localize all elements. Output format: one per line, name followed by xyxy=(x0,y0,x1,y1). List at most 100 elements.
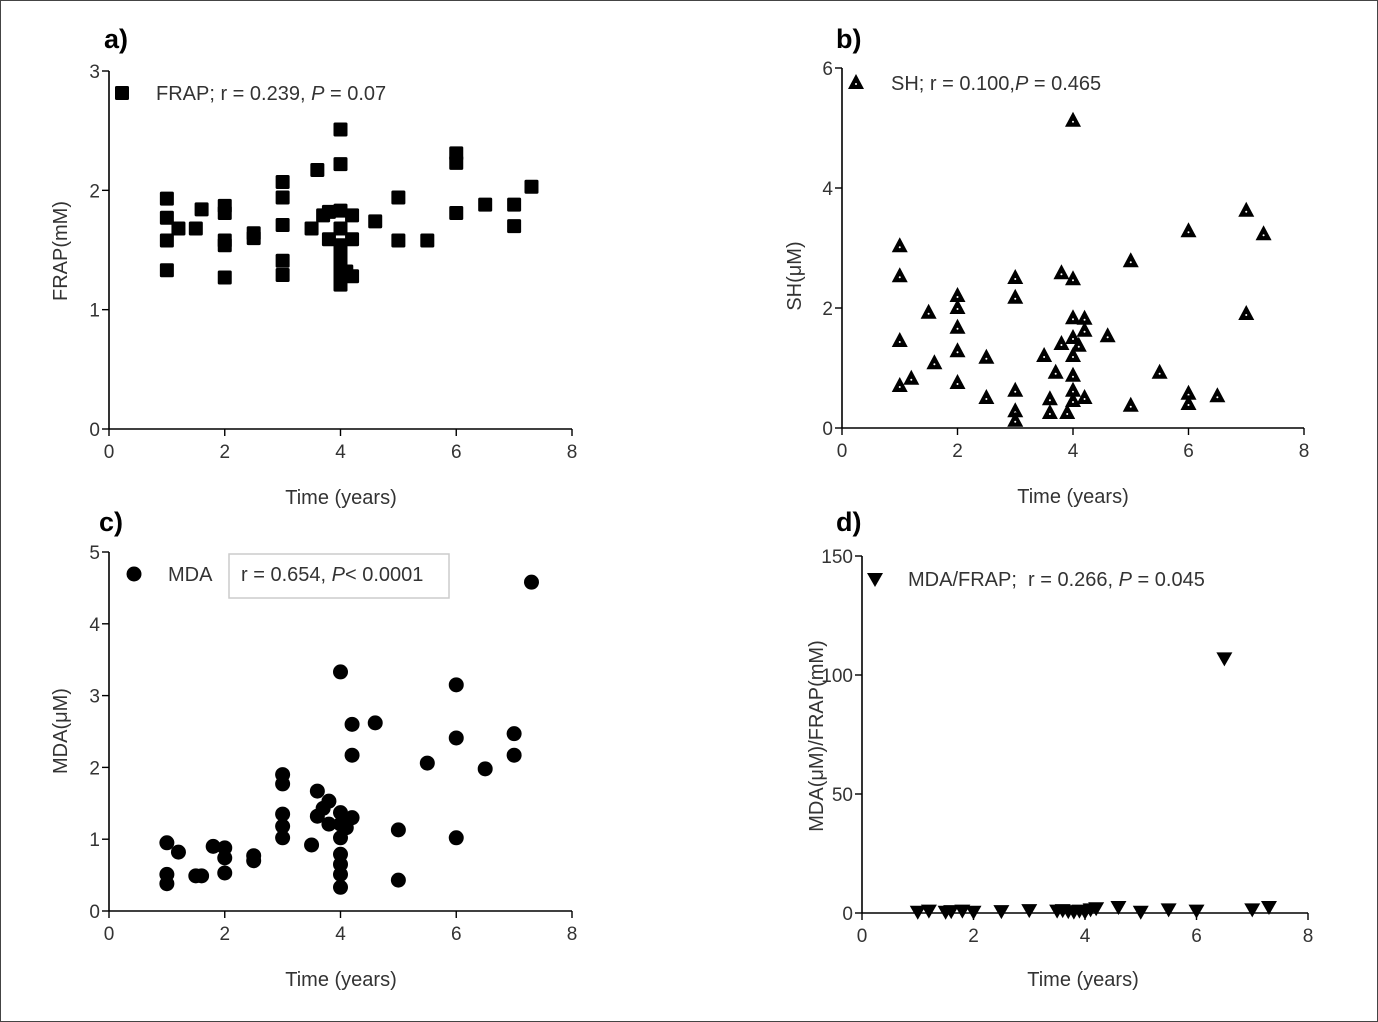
x-axis-label: Time (years) xyxy=(285,969,396,991)
data-point xyxy=(1041,390,1058,406)
y-axis-label: MDA(μM)/FRAP(mM) xyxy=(806,640,828,831)
x-tick-label: 8 xyxy=(1299,441,1310,462)
data-point xyxy=(344,747,360,763)
data-points xyxy=(159,574,539,895)
data-point xyxy=(1238,201,1255,217)
data-point xyxy=(949,318,966,334)
y-axis-label: FRAP(mM) xyxy=(50,201,72,301)
y-tick-label: 0 xyxy=(842,904,853,925)
data-point xyxy=(909,905,926,920)
data-point xyxy=(321,204,336,219)
data-point xyxy=(524,179,539,194)
data-point xyxy=(891,237,908,253)
data-point xyxy=(217,270,232,285)
data-point xyxy=(477,761,493,777)
data-point xyxy=(390,822,406,838)
data-point xyxy=(506,726,522,742)
data-point xyxy=(391,190,406,205)
x-tick-label: 4 xyxy=(335,442,346,463)
y-tick-label: 0 xyxy=(89,420,100,441)
data-point xyxy=(891,332,908,347)
data-point xyxy=(367,715,383,731)
panel-label: d) xyxy=(836,507,861,537)
data-point xyxy=(333,879,348,895)
panel-d: 0 2 4 6 8 0 50 100 150 d) Time (years) MDA(μM)/FRAP… xyxy=(806,507,1313,991)
legend-stats: SH; r = 0.100,P = 0.465 xyxy=(891,73,1101,95)
data-point xyxy=(1188,904,1205,919)
data-point xyxy=(920,904,937,919)
x-tick-label: 4 xyxy=(1068,441,1079,462)
data-point xyxy=(344,810,360,826)
data-point xyxy=(217,238,232,253)
data-point xyxy=(1110,901,1127,916)
legend-stats-prefix: FRAP; r = 0.239, xyxy=(156,83,311,105)
x-axis-label: Time (years) xyxy=(285,487,396,509)
data-point xyxy=(171,221,186,236)
stats-box xyxy=(228,553,450,599)
data-point xyxy=(1070,336,1087,352)
x-tick-label: 6 xyxy=(451,442,462,463)
y-tick-label: 0 xyxy=(822,419,833,440)
data-point xyxy=(993,905,1010,920)
legend-stats: r = 0.654, P< 0.0001 xyxy=(241,564,423,586)
legend-stats-p: P xyxy=(332,564,346,586)
x-tick-label: 8 xyxy=(567,924,578,945)
data-point xyxy=(1151,363,1168,379)
data-point xyxy=(1076,389,1093,404)
data-point xyxy=(903,369,920,385)
x-axis-label: Time (years) xyxy=(1027,969,1138,991)
data-point xyxy=(449,206,464,221)
x-tick-label: 4 xyxy=(335,924,346,945)
data-points xyxy=(159,122,539,292)
data-point xyxy=(1180,384,1197,400)
x-tick-label: 0 xyxy=(104,442,115,463)
data-point xyxy=(891,267,908,283)
data-point xyxy=(217,865,233,881)
legend-series-name: MDA xyxy=(168,564,213,586)
legend: MDA r = 0.654, P< 0.0001 xyxy=(126,553,450,599)
panel-a: 0 2 4 6 8 0 1 2 3a) Time (years) FRAP(mM) FRAP; r =… xyxy=(50,24,577,509)
data-point xyxy=(506,747,522,763)
data-point xyxy=(333,122,348,137)
y-axis-label: MDA(μM) xyxy=(50,688,72,774)
x-tick-label: 0 xyxy=(837,441,848,462)
data-point xyxy=(926,354,943,370)
data-point xyxy=(217,206,232,221)
y-tick-label: 6 xyxy=(822,59,833,80)
x-tick-label: 6 xyxy=(451,924,462,945)
y-tick-label: 3 xyxy=(89,687,100,708)
data-point xyxy=(333,866,348,882)
data-point xyxy=(949,299,966,314)
data-point xyxy=(954,904,971,919)
data-point xyxy=(1065,381,1081,397)
data-point xyxy=(1255,225,1272,241)
data-point xyxy=(188,221,203,236)
x-tick-label: 2 xyxy=(219,924,230,945)
x-tick-label: 0 xyxy=(104,924,115,945)
legend-stats: MDA/FRAP; r = 0.266, P = 0.045 xyxy=(908,569,1205,591)
data-point xyxy=(1053,335,1070,350)
data-point xyxy=(1053,264,1070,280)
y-tick-label: 1 xyxy=(89,830,100,851)
data-point xyxy=(448,677,464,693)
data-point xyxy=(1041,404,1058,419)
legend-stats: FRAP; r = 0.239, P = 0.07 xyxy=(156,83,386,105)
y-tick-label: 150 xyxy=(821,547,853,568)
data-point xyxy=(333,203,348,218)
x-tick-label: 0 xyxy=(857,926,868,947)
data-point xyxy=(304,837,320,853)
data-point xyxy=(275,830,291,846)
data-point xyxy=(523,574,539,590)
data-point xyxy=(1076,309,1093,325)
data-point xyxy=(275,174,290,189)
data-points xyxy=(909,652,1277,920)
data-point xyxy=(478,197,493,212)
panel-label: c) xyxy=(99,507,123,537)
data-point xyxy=(275,268,290,283)
data-point xyxy=(1059,404,1076,419)
data-point xyxy=(275,806,291,822)
x-axis-label: Time (years) xyxy=(1017,486,1128,508)
data-point xyxy=(1065,309,1081,325)
data-point xyxy=(1065,366,1081,382)
